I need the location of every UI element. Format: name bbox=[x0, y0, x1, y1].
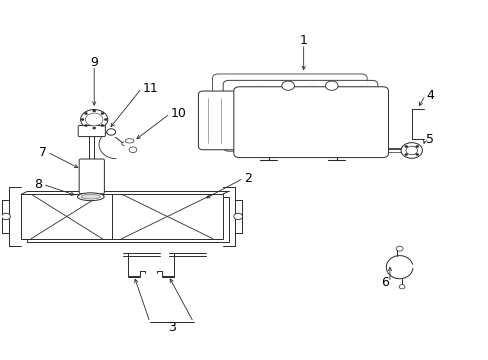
Ellipse shape bbox=[77, 193, 104, 201]
Circle shape bbox=[104, 118, 107, 121]
Circle shape bbox=[81, 118, 84, 121]
Ellipse shape bbox=[81, 194, 101, 199]
Text: 7: 7 bbox=[39, 146, 46, 159]
Circle shape bbox=[400, 143, 422, 158]
Circle shape bbox=[233, 213, 242, 220]
Circle shape bbox=[93, 110, 96, 112]
Circle shape bbox=[404, 153, 407, 156]
FancyBboxPatch shape bbox=[212, 74, 366, 145]
Text: 2: 2 bbox=[244, 172, 252, 185]
Text: 3: 3 bbox=[167, 321, 175, 334]
Circle shape bbox=[129, 147, 137, 153]
FancyBboxPatch shape bbox=[21, 194, 222, 239]
Circle shape bbox=[281, 81, 294, 90]
Circle shape bbox=[415, 153, 418, 156]
Circle shape bbox=[405, 146, 417, 155]
Circle shape bbox=[1, 213, 10, 220]
Circle shape bbox=[415, 145, 418, 148]
Text: 8: 8 bbox=[34, 178, 42, 191]
FancyBboxPatch shape bbox=[27, 197, 228, 242]
Ellipse shape bbox=[125, 139, 134, 143]
FancyBboxPatch shape bbox=[78, 126, 105, 136]
Circle shape bbox=[85, 113, 102, 126]
Circle shape bbox=[404, 145, 407, 148]
Text: 9: 9 bbox=[90, 56, 98, 69]
Text: 10: 10 bbox=[170, 107, 186, 120]
Circle shape bbox=[84, 125, 87, 127]
Circle shape bbox=[93, 127, 96, 129]
Circle shape bbox=[81, 109, 107, 130]
Circle shape bbox=[101, 125, 103, 127]
Circle shape bbox=[325, 81, 337, 90]
Circle shape bbox=[395, 246, 402, 251]
Circle shape bbox=[398, 285, 404, 289]
Circle shape bbox=[84, 112, 87, 114]
Text: 11: 11 bbox=[142, 82, 158, 95]
FancyBboxPatch shape bbox=[198, 91, 244, 150]
Circle shape bbox=[101, 112, 103, 114]
Text: 6: 6 bbox=[380, 276, 388, 289]
Text: 4: 4 bbox=[426, 89, 433, 102]
Text: 5: 5 bbox=[426, 132, 433, 145]
Circle shape bbox=[106, 129, 115, 135]
FancyBboxPatch shape bbox=[233, 87, 387, 158]
Text: 1: 1 bbox=[299, 34, 307, 47]
FancyBboxPatch shape bbox=[79, 159, 104, 194]
FancyBboxPatch shape bbox=[223, 80, 377, 151]
